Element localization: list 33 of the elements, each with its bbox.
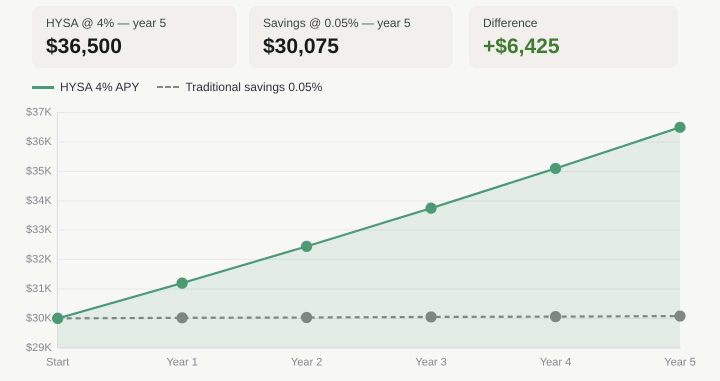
point bbox=[425, 311, 437, 323]
text: $36,500 bbox=[46, 35, 123, 59]
x-tick-label: Year 3 bbox=[415, 356, 447, 368]
point bbox=[550, 311, 562, 322]
y-tick-label: $31K bbox=[26, 283, 52, 296]
y-tick-label: $33K bbox=[26, 224, 52, 236]
point bbox=[674, 122, 686, 133]
y-tick-label: $35K bbox=[26, 165, 52, 178]
text: $30,075 bbox=[263, 35, 340, 59]
legend-label: HYSA 4% APY bbox=[60, 80, 140, 94]
point bbox=[301, 240, 312, 252]
legend-label: Traditional savings 0.05% bbox=[185, 80, 322, 94]
x-tick-label: Year 2 bbox=[290, 356, 322, 368]
point bbox=[550, 162, 562, 174]
y-tick-label: $32K bbox=[26, 254, 52, 266]
y-tick-label: $30K bbox=[26, 312, 52, 324]
text: HYSA @ 4% — year 5 bbox=[46, 16, 168, 30]
text: Savings @ 0.05% — year 5 bbox=[263, 16, 412, 30]
y-tick-label: $29K bbox=[26, 342, 52, 354]
y-tick-label: $37K bbox=[26, 106, 52, 119]
point bbox=[176, 312, 188, 324]
text: +$6,425 bbox=[483, 35, 560, 59]
x-tick-label: Year 5 bbox=[664, 356, 696, 368]
x-tick-label: Year 4 bbox=[540, 356, 572, 368]
point bbox=[425, 202, 437, 214]
text: Difference bbox=[483, 16, 538, 30]
point bbox=[176, 278, 188, 289]
point bbox=[301, 312, 312, 324]
y-tick-label: $34K bbox=[26, 194, 52, 207]
y-tick-label: $36K bbox=[26, 136, 52, 148]
x-tick-label: Year 1 bbox=[166, 356, 198, 368]
point bbox=[674, 310, 686, 322]
x-tick-label: Start bbox=[46, 356, 70, 368]
